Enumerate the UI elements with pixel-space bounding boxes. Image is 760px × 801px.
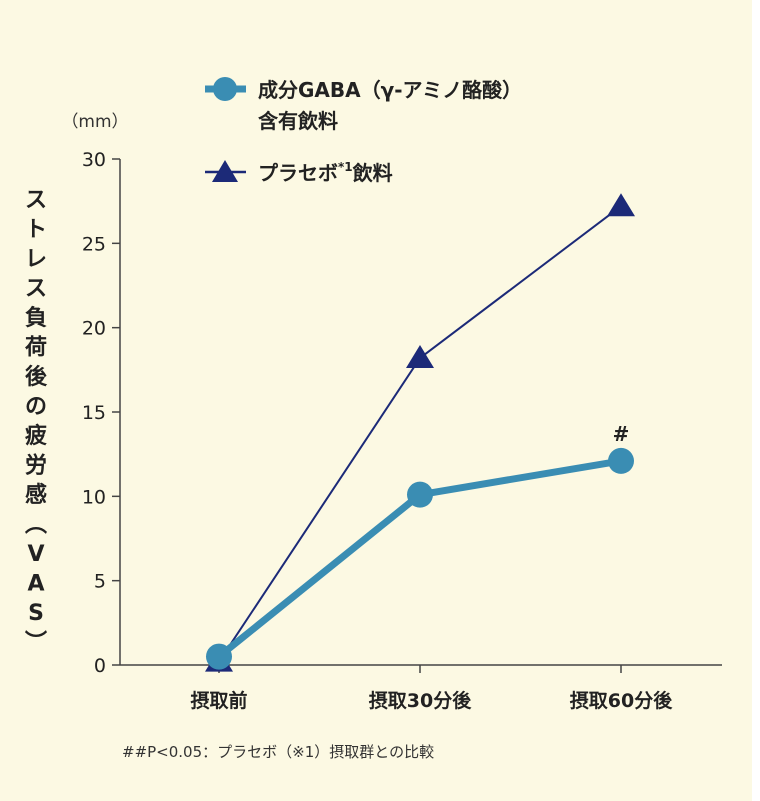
legend-placebo-sup: *1: [338, 160, 353, 174]
annotations: #: [613, 422, 630, 446]
y-tick-label: 15: [82, 402, 106, 424]
y-axis-title: ストレス負荷後の疲労感︵ V A S ︶: [25, 188, 48, 656]
y-tick-label: 25: [82, 233, 106, 255]
significance-mark: #: [613, 422, 630, 446]
legend-placebo-marker: [212, 160, 238, 182]
x-tick-label: 摂取前: [190, 689, 247, 712]
y-tick-label: 10: [82, 486, 106, 508]
y-tick-label: 0: [94, 655, 106, 677]
y-unit-label: （mm）: [61, 112, 128, 132]
x-tick-label: 摂取30分後: [369, 689, 472, 712]
legend-gaba-label-1: 成分GABA（γ-アミノ酪酸）: [258, 78, 522, 102]
data-point-gaba: [407, 481, 433, 508]
legend-placebo-tail: 飲料: [352, 161, 393, 185]
y-tick-label: 5: [94, 571, 106, 593]
y-ticks: 0 5 10 15 20 25 30: [82, 149, 120, 677]
legend-placebo-main: プラセボ: [258, 161, 338, 185]
data-point-gaba: [206, 643, 232, 670]
data-point-placebo: [406, 345, 434, 369]
legend-gaba-marker: [213, 77, 237, 101]
legend: 成分GABA（γ-アミノ酪酸） 含有飲料 プラセボ*1飲料: [205, 77, 522, 185]
y-tick-label: 20: [82, 318, 106, 340]
legend-placebo-label: プラセボ*1飲料: [258, 160, 393, 185]
y-tick-label: 30: [82, 149, 106, 171]
data-point-gaba: [608, 447, 634, 474]
series-line-placebo: [218, 205, 622, 663]
data-point-placebo: [607, 193, 635, 217]
x-ticks: 摂取前 摂取30分後 摂取60分後: [190, 665, 673, 712]
legend-gaba-label-2: 含有飲料: [258, 109, 338, 133]
footnote: ##P<0.05：プラセボ（※1）摂取群との比較: [122, 743, 434, 761]
series-group: [205, 193, 635, 672]
x-tick-label: 摂取60分後: [570, 689, 673, 712]
